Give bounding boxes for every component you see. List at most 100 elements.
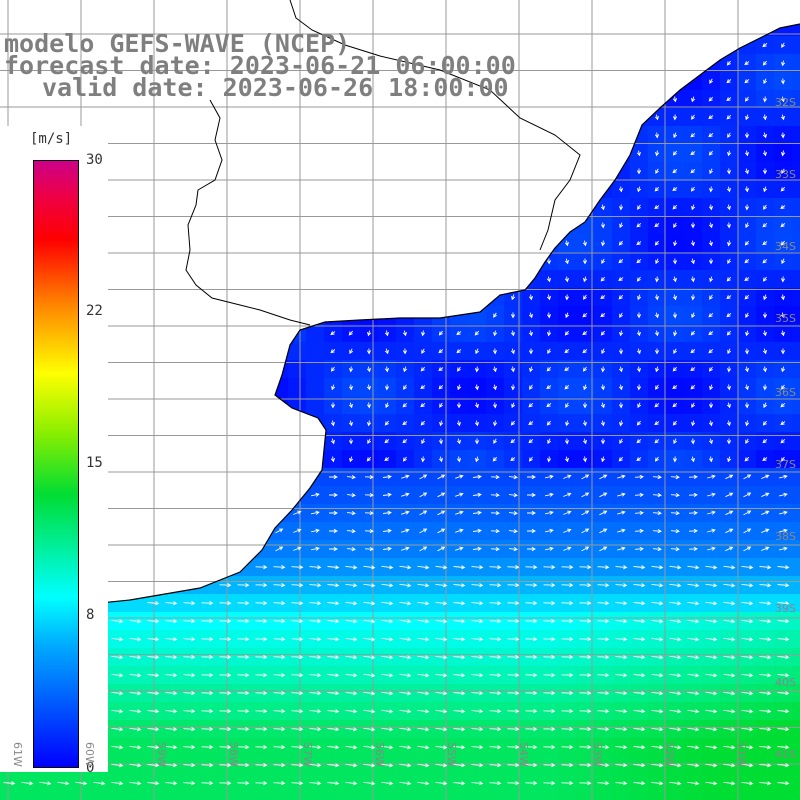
wind-arrow	[672, 385, 678, 390]
wind-arrow	[655, 366, 660, 373]
speed-cell	[108, 306, 127, 325]
wind-arrow	[129, 673, 142, 678]
wind-arrow	[636, 348, 641, 355]
wind-arrow	[183, 601, 196, 606]
speed-cell	[738, 234, 757, 253]
speed-cell	[468, 558, 487, 577]
speed-cell	[540, 756, 559, 775]
wind-arrow	[725, 546, 734, 552]
border-line	[185, 99, 311, 326]
wind-arrow	[237, 601, 250, 606]
wind-arrow	[382, 474, 392, 479]
speed-cell	[576, 306, 595, 325]
speed-cell	[468, 486, 487, 505]
wind-arrow	[723, 727, 736, 732]
speed-cell	[90, 108, 109, 127]
wind-arrow	[201, 727, 214, 732]
wind-arrow	[237, 619, 250, 624]
wind-arrow	[291, 583, 304, 588]
speed-cell	[486, 684, 505, 703]
speed-cell	[306, 0, 325, 19]
wind-arrow	[780, 186, 786, 192]
wind-arrow	[511, 294, 516, 301]
lat-label: 34S	[775, 240, 796, 253]
speed-cell	[756, 432, 775, 451]
speed-cell	[612, 90, 631, 109]
wind-arrow	[455, 492, 464, 497]
speed-cell	[630, 522, 649, 541]
wind-arrow	[761, 510, 770, 516]
speed-cell	[108, 126, 127, 145]
speed-cell	[774, 666, 793, 685]
speed-cell	[198, 270, 217, 289]
wind-arrow	[708, 312, 714, 318]
speed-cell	[108, 414, 127, 433]
speed-cell	[756, 666, 775, 685]
speed-cell	[666, 198, 685, 217]
wind-arrow	[669, 565, 682, 570]
speed-cell	[756, 756, 775, 775]
wind-arrow	[687, 619, 700, 624]
wind-arrow	[619, 222, 624, 229]
wind-arrow	[345, 727, 358, 732]
wind-arrow	[546, 366, 552, 372]
wind-arrow	[543, 727, 556, 732]
wind-arrow	[690, 222, 696, 229]
speed-cell	[612, 72, 631, 91]
speed-cell	[342, 360, 361, 379]
wind-arrow	[561, 745, 574, 750]
speed-cell	[612, 648, 631, 667]
speed-cell	[252, 612, 271, 631]
wind-arrow	[293, 528, 302, 533]
speed-cell	[792, 666, 800, 685]
wind-arrow	[762, 439, 768, 444]
speed-cell	[738, 792, 757, 800]
wind-arrow	[129, 709, 142, 714]
colorbar-tick-15: 15	[86, 455, 103, 471]
wind-arrow	[744, 204, 750, 211]
wind-arrow	[582, 438, 587, 445]
speed-cell	[216, 522, 235, 541]
wind-arrow	[455, 528, 464, 533]
speed-cell	[378, 306, 397, 325]
speed-cell	[504, 0, 523, 19]
wind-arrow	[291, 619, 304, 624]
wind-arrow	[615, 619, 628, 624]
wind-arrow	[147, 745, 160, 750]
wind-arrow	[777, 637, 790, 642]
speed-cell	[774, 720, 793, 739]
speed-cell	[720, 216, 739, 235]
speed-cell	[324, 162, 343, 181]
wind-arrow	[471, 619, 484, 624]
wind-arrow	[527, 510, 536, 516]
speed-cell	[486, 270, 505, 289]
speed-cell	[306, 198, 325, 217]
speed-cell	[414, 252, 433, 271]
wind-arrow	[762, 114, 768, 121]
speed-cell	[198, 738, 217, 757]
speed-cell	[756, 738, 775, 757]
wind-arrow	[673, 438, 678, 445]
wind-arrow	[435, 709, 448, 714]
speed-cell	[558, 360, 577, 379]
wind-arrow	[525, 637, 538, 642]
wind-arrow	[399, 565, 412, 570]
wind-arrow	[165, 673, 178, 678]
speed-cell	[792, 612, 800, 631]
speed-cell	[162, 324, 181, 343]
wind-arrow	[636, 222, 642, 228]
wind-arrow	[581, 474, 590, 480]
speed-cell	[558, 540, 577, 559]
wind-arrow	[723, 781, 736, 786]
wind-arrow	[633, 637, 646, 642]
wind-arrow	[600, 384, 606, 391]
wind-arrow	[471, 655, 484, 660]
wind-arrow	[366, 366, 371, 373]
wind-arrow	[472, 492, 482, 497]
speed-cell	[126, 378, 145, 397]
speed-cell	[198, 558, 217, 577]
speed-cell	[432, 198, 451, 217]
speed-cell	[234, 756, 253, 775]
wind-arrow	[745, 420, 750, 427]
wind-arrow	[255, 655, 268, 660]
